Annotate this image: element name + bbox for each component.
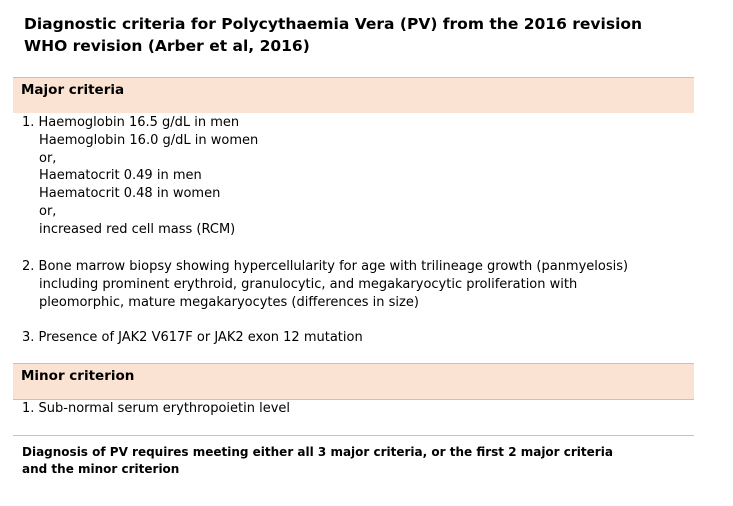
criterion-1-line-7: increased red cell mass (RCM) — [39, 221, 236, 237]
major-criterion-1: 1. Haemoglobin 16.5 g/dL in men Haemoglo… — [22, 114, 258, 239]
footer-divider — [13, 435, 694, 436]
title-line-1: Diagnostic criteria for Polycythaemia Ve… — [24, 15, 643, 33]
criterion-1-line-6: or, — [39, 203, 57, 219]
criterion-1-line-3: or, — [39, 150, 57, 166]
title-line-2: WHO revision (Arber et al, 2016) — [24, 37, 310, 55]
document-title: Diagnostic criteria for Polycythaemia Ve… — [24, 13, 714, 57]
minor-criterion-1: 1. Sub-normal serum erythropoietin level — [22, 400, 290, 418]
criterion-3-line-1: 3. Presence of JAK2 V617F or JAK2 exon 1… — [22, 330, 363, 345]
major-criteria-heading: Major criteria — [21, 82, 125, 98]
criterion-2-line-1: 2. Bone marrow biopsy showing hypercellu… — [22, 259, 629, 274]
criterion-1-line-1: 1. Haemoglobin 16.5 g/dL in men — [22, 115, 240, 130]
major-criterion-3: 3. Presence of JAK2 V617F or JAK2 exon 1… — [22, 329, 363, 347]
major-criterion-2: 2. Bone marrow biopsy showing hypercellu… — [22, 258, 628, 311]
criterion-2-line-2: including prominent erythroid, granulocy… — [39, 276, 578, 292]
diagnosis-note: Diagnosis of PV requires meeting either … — [22, 444, 712, 478]
diagnosis-note-line-2: and the minor criterion — [22, 462, 180, 476]
criterion-1-line-5: Haematocrit 0.48 in women — [39, 186, 221, 202]
major-criteria-header: Major criteria — [13, 77, 694, 113]
minor-criterion-heading: Minor criterion — [21, 368, 135, 384]
criterion-2-line-3: pleomorphic, mature megakaryocytes (diff… — [39, 294, 419, 310]
minor-criterion-header: Minor criterion — [13, 363, 694, 399]
criterion-1-line-4: Haematocrit 0.49 in men — [39, 168, 202, 184]
criterion-1-line-2: Haemoglobin 16.0 g/dL in women — [39, 132, 259, 148]
minor-criterion-1-line: 1. Sub-normal serum erythropoietin level — [22, 401, 290, 416]
diagnosis-note-line-1: Diagnosis of PV requires meeting either … — [22, 445, 613, 459]
section-divider — [13, 399, 694, 400]
